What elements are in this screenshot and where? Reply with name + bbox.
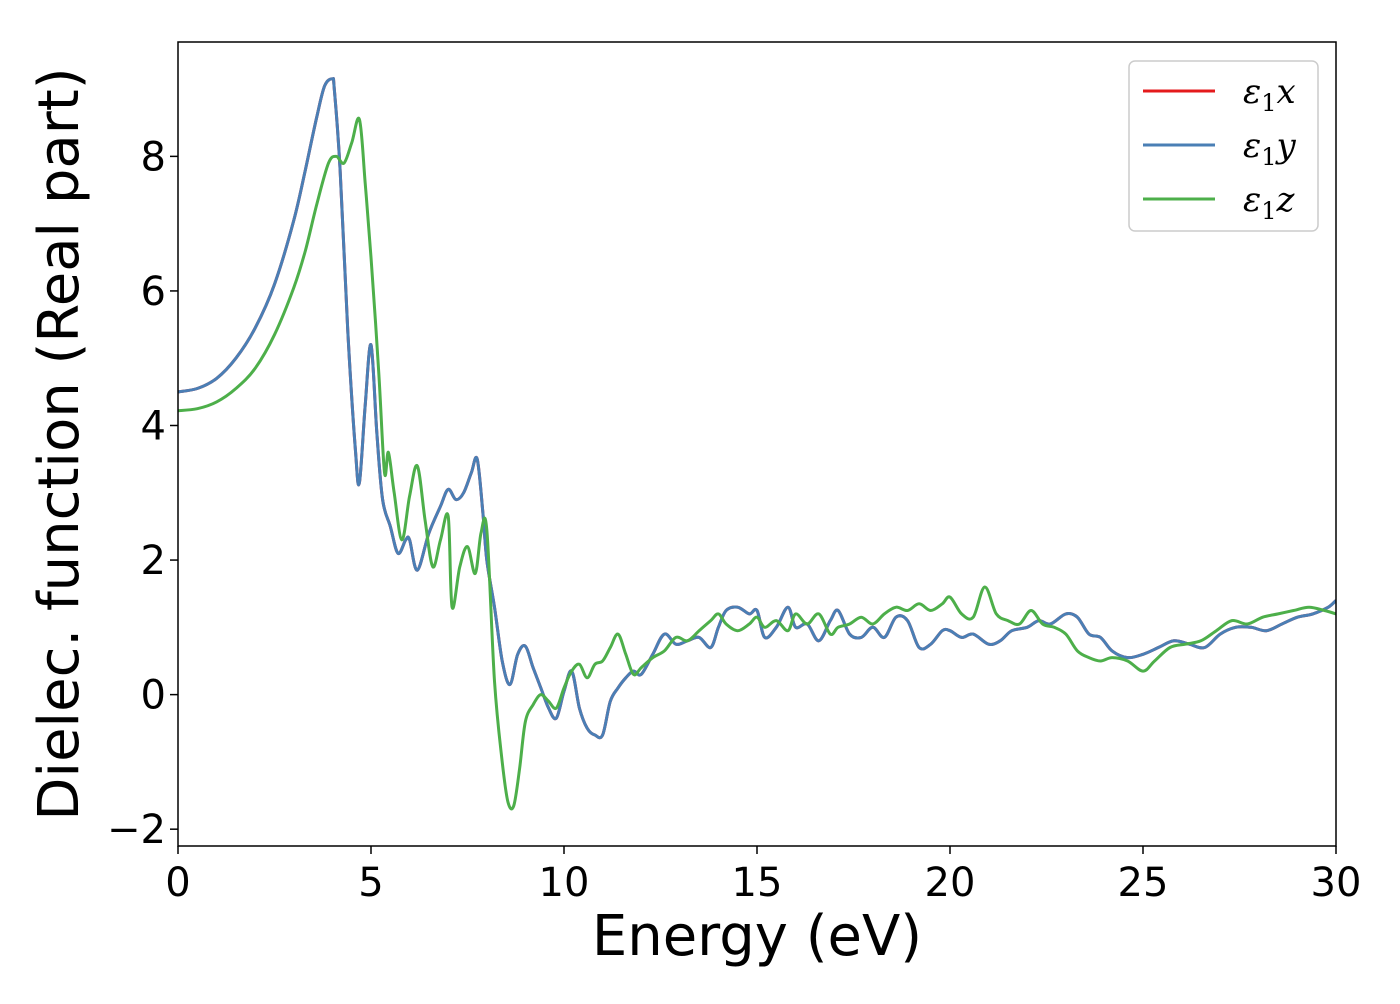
x-tick-label: 0 xyxy=(165,860,190,906)
y-tick-label: 6 xyxy=(141,269,166,315)
y-tick-label: 0 xyxy=(141,673,166,719)
x-tick-label: 30 xyxy=(1311,860,1362,906)
legend-entry-x: ε1x xyxy=(1243,72,1296,117)
series-line-y xyxy=(178,76,1336,740)
series-line-z xyxy=(178,116,1336,811)
x-axis-label: Energy (eV) xyxy=(592,904,922,969)
legend-entry-y: ε1y xyxy=(1243,126,1297,171)
x-tick-label: 25 xyxy=(1118,860,1169,906)
y-tick-label: 8 xyxy=(141,134,166,180)
legend-entry-z: ε1z xyxy=(1243,180,1296,225)
x-tick-label: 20 xyxy=(925,860,976,906)
legend: ε1x ε1y ε1z xyxy=(1128,60,1319,232)
series-layer xyxy=(178,76,1336,811)
x-tick-label: 10 xyxy=(539,860,590,906)
y-tick-label: 2 xyxy=(141,538,166,584)
y-axis-label: Dielec. function (Real part) xyxy=(27,67,92,820)
y-tick-label: −2 xyxy=(107,807,166,853)
x-tick-label: 5 xyxy=(358,860,383,906)
x-axis-ticks: 0 5 10 15 20 25 30 xyxy=(165,846,1361,906)
x-tick-label: 15 xyxy=(732,860,783,906)
legend-box xyxy=(1128,60,1319,232)
y-tick-label: 4 xyxy=(141,403,166,449)
y-axis-ticks: −2 0 2 4 6 8 xyxy=(107,134,178,853)
